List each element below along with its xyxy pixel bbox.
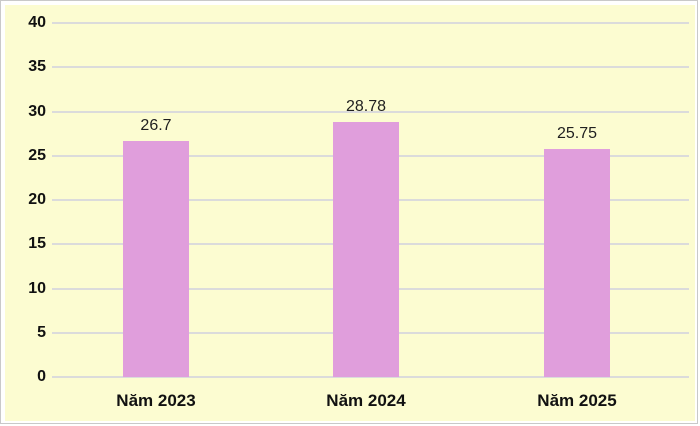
y-axis-tick-label: 15 [28, 235, 46, 253]
x-axis-category-label: Năm 2024 [326, 391, 406, 410]
bar [333, 122, 399, 377]
bar [123, 140, 189, 377]
y-axis-tick-label: 20 [28, 191, 46, 208]
y-axis-tick-label: 30 [28, 102, 46, 120]
bar-value-label: 25.75 [556, 125, 598, 143]
gridline [52, 110, 689, 113]
y-axis-tick-label: 40 [28, 14, 46, 31]
y-axis-tick-label: 35 [28, 58, 46, 76]
x-axis-category-label: Năm 2023 [116, 391, 196, 410]
x-axis-category-label: Năm 2025 [537, 391, 617, 410]
y-axis-tick-label: 5 [37, 323, 46, 341]
gridline [52, 66, 689, 69]
y-axis-tick-label: 25 [28, 146, 46, 164]
bar-value-label: 26.7 [140, 116, 172, 134]
y-axis-tick-label: 0 [37, 368, 46, 385]
gridline [52, 376, 689, 378]
bar [544, 149, 610, 377]
bar-chart: 0 5 10 15 20 25 30 35 40 26.7 Năm 2023 28.78 Năm 202… [5, 5, 695, 421]
y-axis-tick-label: 10 [28, 279, 46, 297]
bar-value-label: 28.78 [345, 98, 387, 116]
gridline [52, 22, 689, 24]
